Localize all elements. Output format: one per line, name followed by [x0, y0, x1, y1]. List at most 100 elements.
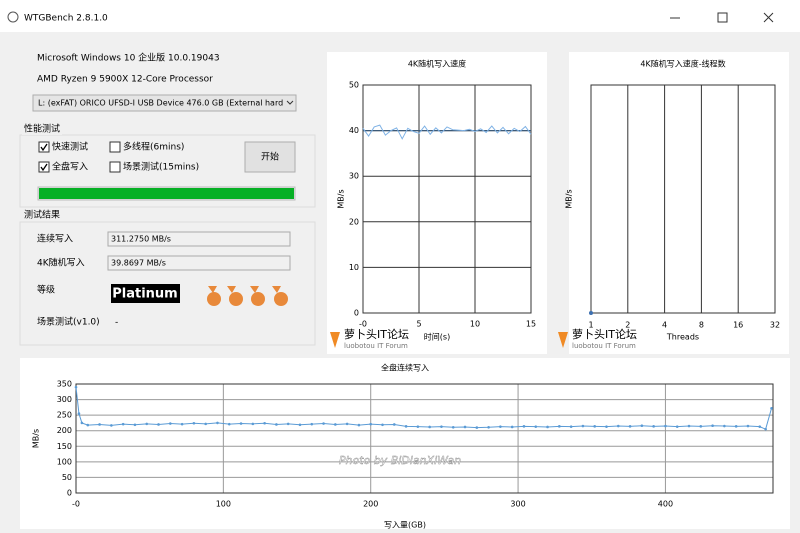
result-label: 连续写入	[37, 233, 73, 245]
y-tick-label: 20	[349, 217, 359, 226]
y-tick-label: 350	[57, 380, 72, 389]
result-label: 4K随机写入	[37, 257, 85, 269]
device-text: L: (exFAT) ORICO UFSD-I USB Device 476.0…	[38, 99, 317, 108]
y-tick-label: 40	[349, 126, 359, 135]
x-tick-label: 5	[416, 320, 421, 329]
plot-frame	[75, 383, 774, 494]
medal	[251, 292, 265, 306]
grade: Platinum	[112, 287, 177, 302]
title-bar	[0, 0, 800, 32]
cpu-info: AMD Ryzen 9 5900X 12-Core Processor	[37, 75, 213, 85]
x-tick-label: -0	[72, 500, 80, 509]
y-tick-label: 250	[57, 411, 72, 420]
y-axis-label: MB/s	[32, 429, 41, 448]
grade-label: 等级	[37, 284, 55, 296]
maximize[interactable]	[717, 12, 728, 23]
window-title: WTGBench 2.8.1.0	[24, 14, 108, 24]
x-tick-label: 16	[733, 321, 743, 330]
x-tick-label: 1	[588, 321, 593, 330]
y-tick-label: 150	[57, 442, 72, 451]
checkbox[interactable]	[109, 141, 121, 153]
x-tick-label: 32	[770, 321, 780, 330]
medal	[229, 292, 243, 306]
group-label-bg	[22, 209, 62, 221]
series-line	[75, 387, 773, 430]
chart-title: 全盘连续写入	[381, 363, 429, 373]
y-tick-label: 200	[57, 426, 72, 435]
close[interactable]	[763, 12, 774, 23]
x-axis-label: Threads	[666, 333, 699, 342]
app-icon	[7, 11, 19, 23]
start-button-label: 开始	[261, 151, 279, 163]
check	[40, 163, 48, 172]
plot-frame	[362, 84, 532, 314]
scene-value: -	[115, 318, 118, 328]
logo-sub: luobotou IT Forum	[572, 342, 636, 350]
x-tick-label: 15	[526, 320, 536, 329]
checkbox[interactable]	[38, 141, 50, 153]
x-tick-label: 400	[658, 500, 673, 509]
medal	[274, 292, 288, 306]
chart-panel	[327, 52, 547, 354]
x-axis-label: 写入量(GB)	[384, 521, 426, 530]
group-label: 性能测试	[24, 123, 60, 135]
medals	[207, 286, 288, 306]
x-tick-label: 200	[363, 500, 378, 509]
check	[40, 143, 48, 152]
scene-label: 场景测试(v1.0)	[37, 316, 100, 328]
x-tick-label: 4	[662, 321, 667, 330]
y-tick-label: 0	[354, 309, 359, 318]
plot-frame	[590, 84, 776, 314]
x-tick-label: 2	[625, 321, 630, 330]
checkbox-label: 多线程(6mins)	[123, 141, 184, 153]
chart-panel	[569, 52, 789, 354]
result-value: 311.2750 MB/s	[111, 235, 171, 244]
y-tick-label: 300	[57, 395, 72, 404]
y-tick-label: 0	[67, 489, 72, 498]
progress-bar	[39, 188, 294, 199]
x-tick-label: 100	[216, 500, 231, 509]
point	[589, 311, 593, 315]
medal	[207, 292, 221, 306]
checkbox-label: 快速测试	[52, 141, 88, 153]
group-label: 测试结果	[24, 209, 60, 221]
medal-ribbons	[208, 286, 281, 293]
watermark: Photo by BiDianXiWan	[339, 454, 461, 467]
os-info: Microsoft Windows 10 企业版 10.0.19043	[37, 52, 220, 64]
series-line	[362, 124, 532, 140]
x-tick-label: -0	[359, 320, 367, 329]
logo: 萝卜头IT论坛	[344, 327, 409, 341]
checkbox[interactable]	[38, 161, 50, 173]
device-select[interactable]	[32, 94, 297, 112]
x-tick-label: 8	[699, 321, 704, 330]
y-tick-label: 50	[349, 81, 359, 90]
logo-icon	[330, 332, 340, 348]
group-label-bg	[22, 123, 62, 135]
logo: 萝卜头IT论坛	[572, 327, 637, 341]
x-axis-label: 时间(s)	[424, 332, 450, 342]
result-value: 39.8697 MB/s	[111, 259, 166, 268]
y-tick-label: 30	[349, 172, 359, 181]
start-button[interactable]	[244, 141, 296, 173]
result-box	[107, 255, 291, 271]
dropdown-arrow	[286, 100, 294, 105]
logo-sub: luobotou IT Forum	[344, 342, 408, 350]
group-box	[19, 134, 316, 208]
chart-title: 4K随机写入速度	[408, 59, 466, 69]
y-tick-label: 100	[57, 457, 72, 466]
result-box	[107, 231, 291, 247]
chart-title: 4K随机写入速度-线程数	[640, 59, 725, 69]
logo-icon	[558, 332, 568, 348]
checkbox[interactable]	[109, 161, 121, 173]
y-tick-label: 10	[349, 263, 359, 272]
chart-panel	[20, 358, 790, 529]
y-axis-label: MB/s	[337, 189, 346, 208]
checkbox-label: 全盘写入	[52, 161, 88, 173]
x-tick-label: 10	[470, 320, 480, 329]
y-axis-label: MB/s	[565, 189, 574, 208]
grade-badge	[111, 284, 180, 303]
y-tick-label: 50	[62, 473, 72, 482]
checkbox-label: 场景测试(15mins)	[123, 161, 199, 173]
group-box	[19, 221, 316, 346]
